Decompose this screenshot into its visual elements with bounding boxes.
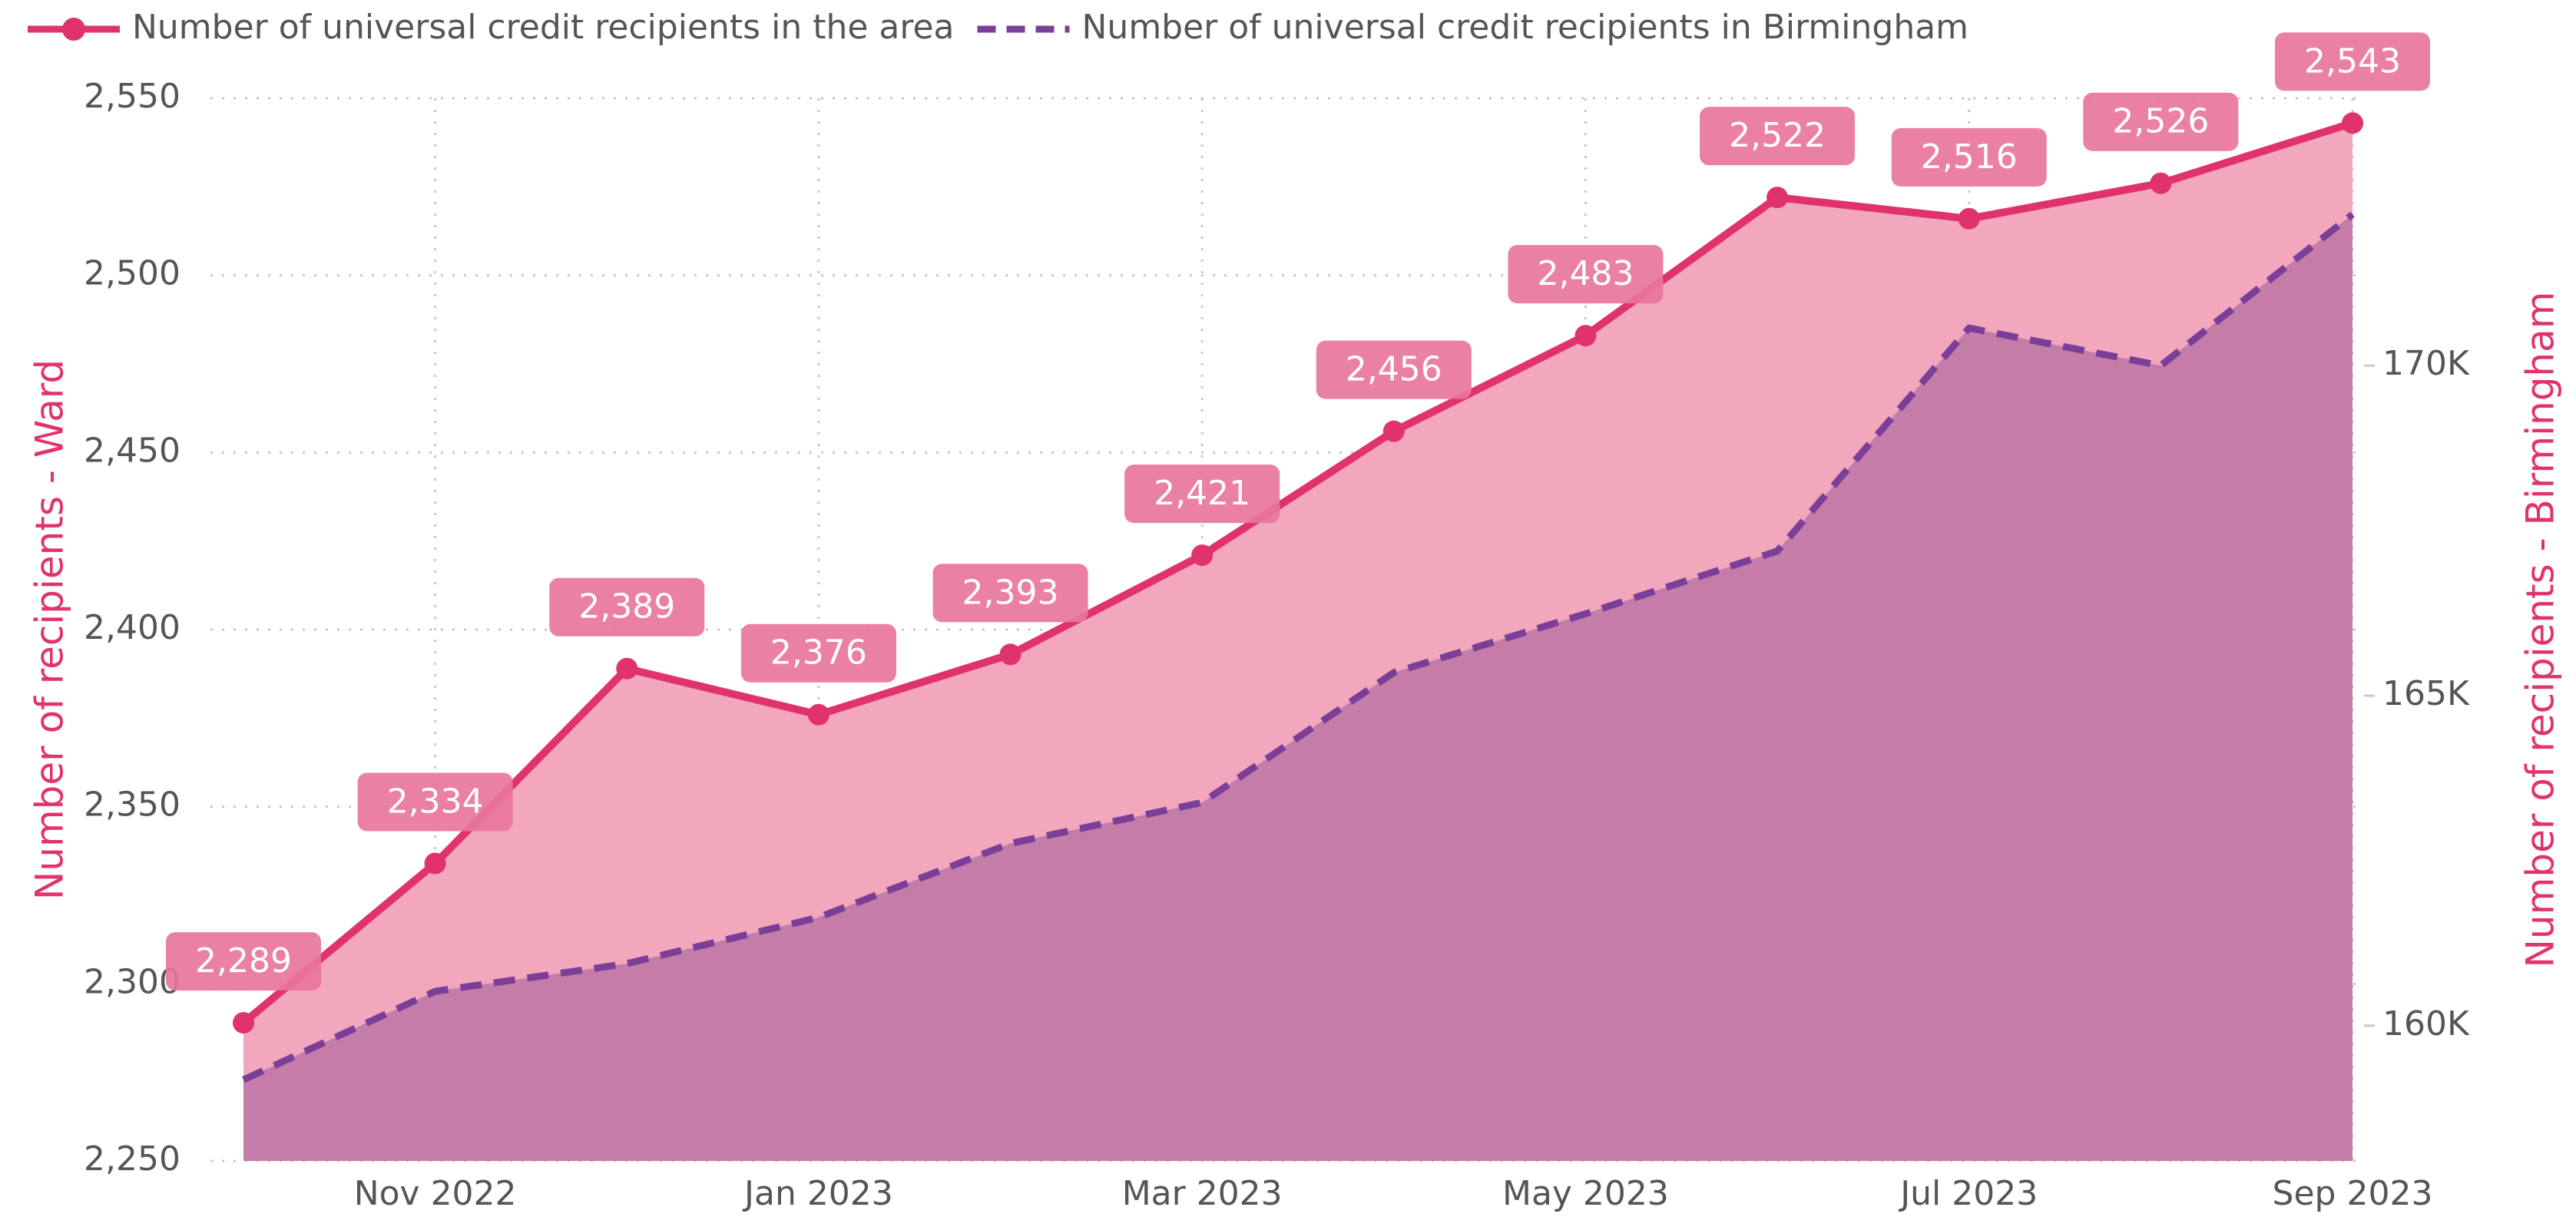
x-tick-label: Jan 2023 <box>742 1174 893 1213</box>
y2-tick-label: 170K <box>2382 344 2470 383</box>
y2-tick-label: 160K <box>2382 1004 2470 1043</box>
point <box>807 703 829 726</box>
data-label-box <box>932 564 1088 623</box>
legend-label: Number of universal credit recipients in… <box>132 8 955 47</box>
data-label: 2,543 <box>2304 41 2401 81</box>
x-tick-label: Jul 2023 <box>1898 1174 2038 1213</box>
line <box>240 119 2354 1026</box>
data-label: 2,483 <box>1537 254 1634 293</box>
point <box>424 852 446 875</box>
x-tick-label: Nov 2022 <box>354 1174 517 1213</box>
point <box>1574 325 1597 347</box>
data-label: 2,421 <box>1154 474 1250 513</box>
data-label: 2,393 <box>962 573 1059 612</box>
point <box>1382 420 1405 442</box>
point <box>233 1012 254 1034</box>
x-tick-label: Mar 2023 <box>1122 1174 1283 1213</box>
data-label-box <box>1508 245 1664 304</box>
data-label-box <box>2275 32 2430 91</box>
data-label: 2,522 <box>1729 116 1826 155</box>
point <box>1958 207 1980 230</box>
area <box>243 214 2353 1161</box>
y2-tick-label: 165K <box>2382 674 2470 713</box>
data-label-box <box>1124 465 1280 524</box>
data-label-box <box>1316 340 1472 399</box>
legend-marker <box>62 18 85 41</box>
data-label: 2,289 <box>195 941 292 981</box>
point <box>1191 544 1214 567</box>
data-label-box <box>1700 107 1856 166</box>
data-label: 2,389 <box>578 587 675 627</box>
y2-axis-title: Number of recipients - Birmingham <box>2518 292 2563 968</box>
legend-label: Number of universal credit recipients in… <box>1082 8 1969 47</box>
y-tick-label: 2,300 <box>84 962 180 1001</box>
data-label-box <box>166 932 321 991</box>
y-axis-title: Number of recipients - Ward <box>28 359 72 900</box>
data-label-box <box>549 577 705 637</box>
point <box>1766 187 1789 209</box>
y-tick-label: 2,450 <box>84 431 180 470</box>
x-tick-label: Sep 2023 <box>2273 1174 2433 1213</box>
data-label-box <box>740 623 896 683</box>
point <box>2150 172 2172 194</box>
data-label-box <box>357 772 513 832</box>
y-tick-label: 2,500 <box>84 254 180 293</box>
y-tick-label: 2,250 <box>84 1139 180 1179</box>
data-label-box <box>2083 92 2239 151</box>
plot: 2,289 2,334 2,389 2,376 2,393 2,421 2,456 2,483… <box>166 32 2430 1161</box>
data-label: 2,526 <box>2112 102 2209 141</box>
data-label: 2,376 <box>770 633 867 673</box>
data-label: 2,334 <box>387 782 484 821</box>
line <box>242 211 2355 1083</box>
y-tick-label: 2,550 <box>84 77 180 116</box>
point <box>2342 112 2363 134</box>
data-label: 2,516 <box>1921 137 2018 177</box>
data-label-box <box>1891 127 2047 187</box>
y-tick-label: 2,400 <box>84 608 180 647</box>
data-label: 2,456 <box>1346 350 1442 389</box>
point <box>999 643 1021 666</box>
x-tick-label: May 2023 <box>1502 1174 1669 1213</box>
point <box>616 657 638 680</box>
y-tick-label: 2,350 <box>84 785 180 825</box>
